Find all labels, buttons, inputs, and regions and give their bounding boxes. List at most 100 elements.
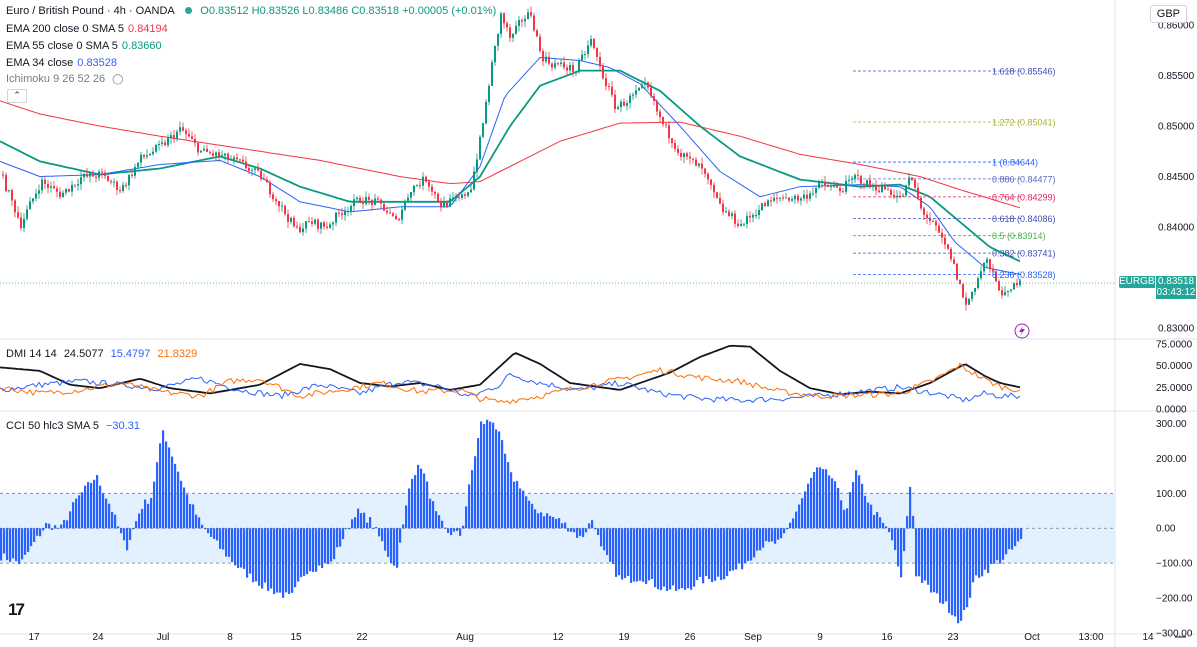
cci-bar <box>657 528 660 590</box>
candle-body <box>998 281 1000 291</box>
candle-body <box>260 170 262 180</box>
cci-bar <box>30 528 33 547</box>
candle-body <box>695 159 697 166</box>
cci-bar <box>654 528 657 588</box>
cci-bar <box>330 528 333 562</box>
cci-bar <box>3 528 6 554</box>
symbol-title[interactable]: Euro / British Pound · 4h · OANDA <box>6 5 175 17</box>
cci-bar <box>144 499 147 529</box>
lightning-icon[interactable] <box>1014 323 1030 339</box>
cci-bar <box>201 524 204 529</box>
cci-bar <box>66 520 69 529</box>
candle-body <box>191 136 193 140</box>
ma-line-2 <box>0 56 1021 275</box>
cci-bar <box>270 528 273 589</box>
cci-bar <box>678 528 681 590</box>
cci-tick-label: 0.00 <box>1156 524 1176 535</box>
ticker-symbol-tag: EURGBP <box>1119 276 1162 288</box>
candle-body <box>896 195 898 198</box>
collapse-legend-button[interactable]: ⌃ <box>7 89 27 103</box>
candle-body <box>266 179 268 183</box>
candle-body <box>650 87 652 97</box>
candle-body <box>812 193 814 195</box>
cci-bar <box>900 528 903 578</box>
cci-bar <box>105 498 108 529</box>
candle-body <box>368 196 370 200</box>
candle-body <box>146 155 148 157</box>
ema200-legend[interactable]: EMA 200 close 0 SMA 5 0.84194 <box>6 22 168 36</box>
candle-body <box>476 159 478 172</box>
ema200-label: EMA 200 close 0 SMA 5 <box>6 23 125 35</box>
candle-body <box>74 184 76 186</box>
ema55-legend[interactable]: EMA 55 close 0 SMA 5 0.83660 <box>6 39 162 53</box>
cci-bar <box>261 528 264 589</box>
time-axis[interactable]: 17 24 Jul 8 15 22 Aug 12 19 26 Sep 9 16 23 Oct 13:00 14 <box>28 632 1186 643</box>
candle-body <box>605 78 607 87</box>
cci-legend[interactable]: CCI 50 hlc3 SMA 5 −30.31 <box>6 419 140 433</box>
tradingview-logo-icon[interactable]: 17 <box>8 600 25 619</box>
hidden-eye-icon[interactable]: ◯ <box>112 74 124 85</box>
candle-body <box>449 198 451 207</box>
cci-tick-label: −300.00 <box>1156 629 1193 640</box>
cci-bar <box>864 495 867 529</box>
cci-bar <box>915 528 918 577</box>
cci-bar <box>57 527 60 529</box>
candle-body <box>326 226 328 228</box>
cci-bar <box>396 528 399 568</box>
candle-body <box>431 186 433 192</box>
ichimoku-legend[interactable]: Ichimoku 9 26 52 26 ◯ <box>6 72 123 87</box>
candle-body <box>38 190 40 194</box>
candle-body <box>173 135 175 140</box>
candle-body <box>272 194 274 200</box>
cci-bar <box>273 528 276 595</box>
cci-bar <box>711 528 714 582</box>
price-axis[interactable]: 0.86000 0.85500 0.85000 0.84500 0.84000 0.830… <box>1156 21 1195 640</box>
dmi-legend[interactable]: DMI 14 14 24.5077 15.4797 21.8329 <box>6 347 197 361</box>
cci-bar <box>54 525 57 529</box>
cci-bar <box>780 528 783 539</box>
candle-body <box>212 153 214 156</box>
time-tick-label: 19 <box>618 632 630 643</box>
fibonacci-levels[interactable]: 1.618 (0.85546) 1.272 (0.85041) 1 (0.84644… <box>853 67 1056 281</box>
cci-bar <box>807 483 810 529</box>
cci-bar <box>111 511 114 529</box>
ema55-value: 0.83660 <box>121 40 162 52</box>
cci-bar <box>867 502 870 529</box>
candle-body <box>623 101 625 106</box>
candle-body <box>545 56 547 62</box>
cci-bar <box>720 528 723 581</box>
cci-bar <box>750 528 753 561</box>
candle-body <box>917 187 919 198</box>
candle-body <box>416 185 418 187</box>
cci-bar <box>234 528 237 566</box>
cci-bar <box>1017 528 1020 542</box>
symbol-header[interactable]: Euro / British Pound · 4h · OANDA O0.835… <box>6 5 496 17</box>
cci-bar <box>708 528 711 580</box>
candle-body <box>551 63 553 68</box>
price-tick-label: 0.84500 <box>1158 172 1195 183</box>
candle-body <box>914 179 916 188</box>
cci-bar <box>225 528 228 557</box>
candle-body <box>344 211 346 216</box>
candle-body <box>101 171 103 173</box>
candle-body <box>698 163 700 166</box>
cci-bar <box>570 528 573 532</box>
cci-bar <box>492 422 495 529</box>
candle-body <box>461 194 463 199</box>
dmi-tick-label: 0.0000 <box>1156 405 1187 416</box>
candle-body <box>257 168 259 171</box>
ema34-legend[interactable]: EMA 34 close 0.83528 <box>6 56 117 70</box>
currency-button[interactable]: GBP <box>1149 5 1187 23</box>
cci-bar <box>642 528 645 582</box>
cci-bar <box>918 528 921 577</box>
candle-body <box>749 215 751 218</box>
candle-body <box>995 271 997 282</box>
cci-bar <box>561 523 564 529</box>
cci-bar <box>600 528 603 547</box>
cci-bar <box>924 528 927 581</box>
cci-bar <box>231 528 234 563</box>
dmi-pane <box>0 344 1021 405</box>
cci-bar <box>846 508 849 529</box>
cci-pane <box>0 419 1115 624</box>
